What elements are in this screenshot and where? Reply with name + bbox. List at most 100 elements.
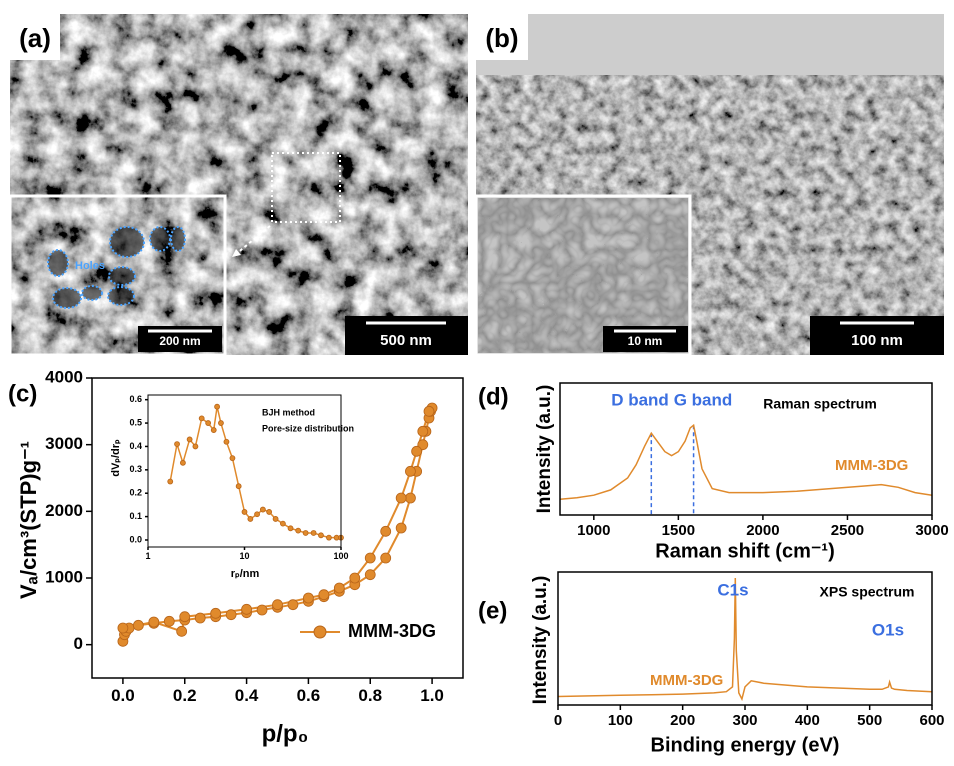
x-tick-label: 0.0 [111,686,135,705]
y-tick-label: 3000 [45,434,83,453]
data-point [214,403,220,410]
x-tick-label: 1 [145,551,150,561]
x-tick-label: 0.2 [173,686,197,705]
data-point [210,607,222,619]
data-point [417,439,429,451]
plot-frame [91,377,464,679]
data-point [302,530,309,536]
hole [52,287,82,309]
x-tick-label: 600 [919,712,944,729]
inset-background [148,395,341,547]
data-point [176,625,188,637]
y-tick-label: 4000 [45,367,83,386]
panel-label: (b) [485,23,518,53]
annotation: C1s [717,580,748,599]
data-point [395,492,407,504]
data-point [218,420,224,426]
x-tick-label: 300 [732,712,757,729]
scale-bar-label: 10 nm [628,334,663,348]
y-axis-label: dVₚ/drₚ [110,439,122,477]
data-point [241,603,252,615]
panel-label: (a) [19,23,51,53]
data-point [259,506,266,513]
data-point [349,572,361,584]
y-tick-label: 0.6 [129,394,142,404]
data-point [280,520,286,527]
data-point [247,516,254,522]
legend-marker [313,625,327,639]
y-tick-label: 1000 [45,567,83,586]
x-tick-label: 0.6 [297,686,321,705]
holes [47,226,186,309]
annotation: Pore-size distribution [262,423,354,433]
zoom-box [271,152,341,223]
x-tick-label: 10 [239,551,249,561]
data-point [423,405,435,417]
chart: 0 100 200 300 400 500 600 MMM-3DG (e) Binding ene… [478,571,945,756]
y-tick-label: 0.0 [129,534,142,544]
holes-label: Holes [75,260,105,272]
data-line [169,406,341,539]
label-box [10,14,60,60]
inset-border [474,194,692,357]
y-axis-label: Intensity (a.u.) [530,576,551,705]
data-point [174,441,180,448]
x-tick-label: 1000 [577,522,610,539]
label-box [476,14,528,60]
x-tick-label: 0.8 [358,686,382,705]
chart: 1000 1500 2000 2500 3000 MMM-3DG (d) Raman shif… [478,382,949,562]
y-axis-label: Intensity (a.u.) [534,385,555,514]
data-point [241,509,248,515]
data-point [225,609,237,621]
x-tick-label: 1.0 [420,686,444,705]
legend-label: MMM-3DG [348,621,436,641]
scale-bar-label: 200 nm [159,334,200,348]
hole [149,226,171,252]
x-tick-label: 100 [608,712,633,729]
annotation: XPS spectrum [820,584,915,600]
data-point [333,582,345,594]
y-tick-label: 0.5 [129,417,142,427]
panel-label: (e) [478,597,507,624]
annotation: BJH method [262,407,315,417]
data-point [254,511,260,518]
data-point [186,436,193,443]
data-point [405,492,416,504]
panel-b: (b) 10 nm 100 nm [474,14,944,357]
annotation: O1s [872,620,904,639]
data-point [411,445,423,457]
data-point [380,525,392,537]
data-point [194,612,206,624]
x-tick-label: 2000 [746,522,779,539]
x-tick-label: 0 [554,712,562,729]
x-tick-label: 1500 [662,522,695,539]
data-point [205,420,212,426]
plot-frame [147,394,342,548]
data-point [229,455,236,462]
y-tick-label: 2000 [45,501,83,520]
x-tick-label: 0.4 [235,686,259,705]
data-point [310,530,317,536]
hole [47,249,69,277]
data-point [287,599,299,611]
data-point [163,615,175,627]
x-tick-label: 500 [857,712,882,729]
annotation: G band [674,390,733,409]
inset-border [8,194,227,357]
x-axis-label: Binding energy (eV) [651,734,840,756]
x-tick-label: 100 [333,551,348,561]
data-point [235,483,242,490]
hole [109,226,145,258]
data-point [223,438,230,445]
data-point [303,592,314,604]
data-point [364,552,376,564]
data-point [198,415,205,422]
annotation: Raman spectrum [763,396,877,412]
data-point [326,534,332,541]
hole [108,266,136,286]
data-point [266,509,273,515]
hole [170,226,186,252]
y-tick-label: 0.3 [129,464,142,474]
x-tick-label: 2500 [831,522,864,539]
